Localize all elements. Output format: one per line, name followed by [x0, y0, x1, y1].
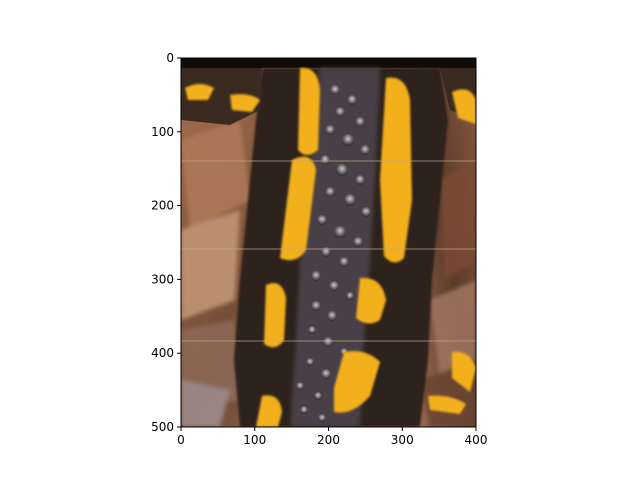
y-tick-label: 200: [151, 199, 174, 213]
x-tick-label: 0: [177, 433, 185, 447]
yellow-spots: [185, 67, 476, 427]
x-tick-label: 400: [465, 433, 488, 447]
y-tick-label: 100: [151, 125, 174, 139]
x-axis: 0 100 200 300 400: [177, 427, 487, 447]
y-tick-label: 500: [151, 420, 174, 434]
x-tick-label: 100: [243, 433, 266, 447]
y-axis: 0 100 200 300 400 500: [151, 51, 181, 434]
skin-bumps: [296, 85, 371, 422]
salamander-photo: [181, 58, 476, 427]
y-tick-label: 300: [151, 272, 174, 286]
x-tick-label: 300: [391, 433, 414, 447]
y-tick-label: 0: [166, 51, 174, 65]
x-tick-label: 200: [317, 433, 340, 447]
y-tick-label: 400: [151, 346, 174, 360]
